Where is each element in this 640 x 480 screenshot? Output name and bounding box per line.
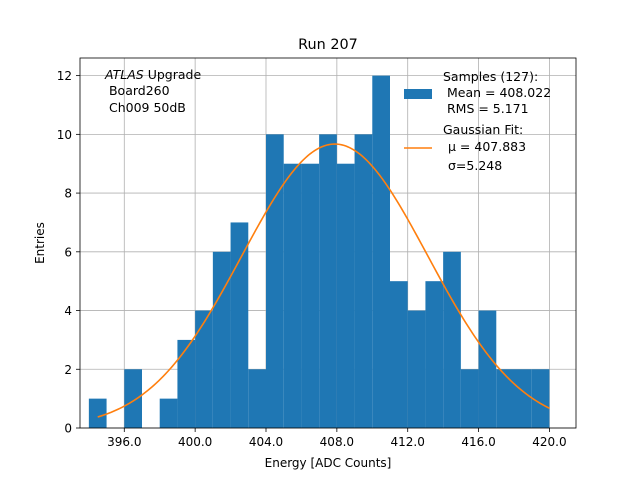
histogram-bar xyxy=(372,75,390,428)
histogram-bar xyxy=(478,310,497,428)
x-axis-label: Energy [ADC Counts] xyxy=(265,456,392,470)
histogram-bar xyxy=(195,310,213,428)
y-tick-label: 8 xyxy=(64,187,72,201)
histogram-bar xyxy=(336,163,355,428)
histogram-bar xyxy=(212,251,231,428)
histogram-bar xyxy=(88,398,107,428)
legend-samples-line-2: Mean = 408.022 xyxy=(443,85,551,100)
legend-samples-line-3: RMS = 5.171 xyxy=(443,101,529,116)
legend-samples-patch xyxy=(404,89,432,99)
histogram-bar xyxy=(301,163,320,428)
histogram-bar xyxy=(514,369,532,428)
annotation-italic-word: ATLAS xyxy=(104,67,144,82)
legend: Samples (127): Mean = 408.022 RMS = 5.17… xyxy=(404,69,551,173)
annotation-line-2: Board260 xyxy=(105,83,170,98)
histogram-bar xyxy=(124,369,142,428)
histogram-bar xyxy=(266,134,284,428)
chart-title: Run 207 xyxy=(298,37,358,53)
legend-fit-line-1: Gaussian Fit: xyxy=(443,122,523,137)
y-tick-label: 6 xyxy=(64,245,72,259)
histogram-bar xyxy=(159,398,178,428)
annotation-upright-rest: Upgrade xyxy=(144,67,202,82)
x-tick-label: 400.0 xyxy=(178,435,212,449)
histogram-bars xyxy=(88,75,550,428)
y-axis-ticks: 0 2 4 6 8 10 12 xyxy=(57,69,80,436)
histogram-bar xyxy=(319,134,337,428)
histogram-bar xyxy=(230,222,249,428)
histogram-bar xyxy=(177,339,196,428)
x-axis-ticks: 396.0 400.0 404.0 408.0 412.0 416.0 420.0 xyxy=(107,428,567,449)
annotation-box: ATLAS Upgrade Board260 Ch009 50dB xyxy=(104,67,201,115)
y-tick-label: 0 xyxy=(64,422,72,436)
annotation-line-3: Ch009 50dB xyxy=(105,100,186,115)
histogram-bar xyxy=(425,281,444,428)
x-tick-label: 420.0 xyxy=(532,435,566,449)
legend-fit-line-2: μ = 407.883 xyxy=(448,139,526,154)
histogram-bar xyxy=(531,369,550,428)
y-tick-label: 12 xyxy=(57,69,72,83)
histogram-bar xyxy=(248,369,266,428)
x-tick-label: 416.0 xyxy=(461,435,495,449)
histogram-bar xyxy=(354,134,373,428)
y-tick-label: 4 xyxy=(64,304,72,318)
histogram-bar xyxy=(496,369,514,428)
y-tick-label: 10 xyxy=(57,128,72,142)
x-tick-label: 412.0 xyxy=(391,435,425,449)
histogram-bar xyxy=(460,369,479,428)
x-tick-label: 408.0 xyxy=(320,435,354,449)
legend-samples-line-1: Samples (127): xyxy=(443,69,538,84)
x-tick-label: 404.0 xyxy=(249,435,283,449)
x-tick-label: 396.0 xyxy=(107,435,141,449)
histogram-bar xyxy=(407,310,426,428)
plot-frame xyxy=(79,57,577,429)
histogram-bar xyxy=(390,281,408,428)
histogram-bar xyxy=(443,251,461,428)
y-tick-label: 2 xyxy=(64,363,72,377)
histogram-bar xyxy=(283,163,302,428)
gaussian-fit-curve xyxy=(97,143,550,418)
legend-fit-line-3: σ=5.248 xyxy=(448,158,502,173)
y-axis-label: Entries xyxy=(33,222,47,264)
annotation-line-1: ATLAS Upgrade xyxy=(104,67,201,82)
